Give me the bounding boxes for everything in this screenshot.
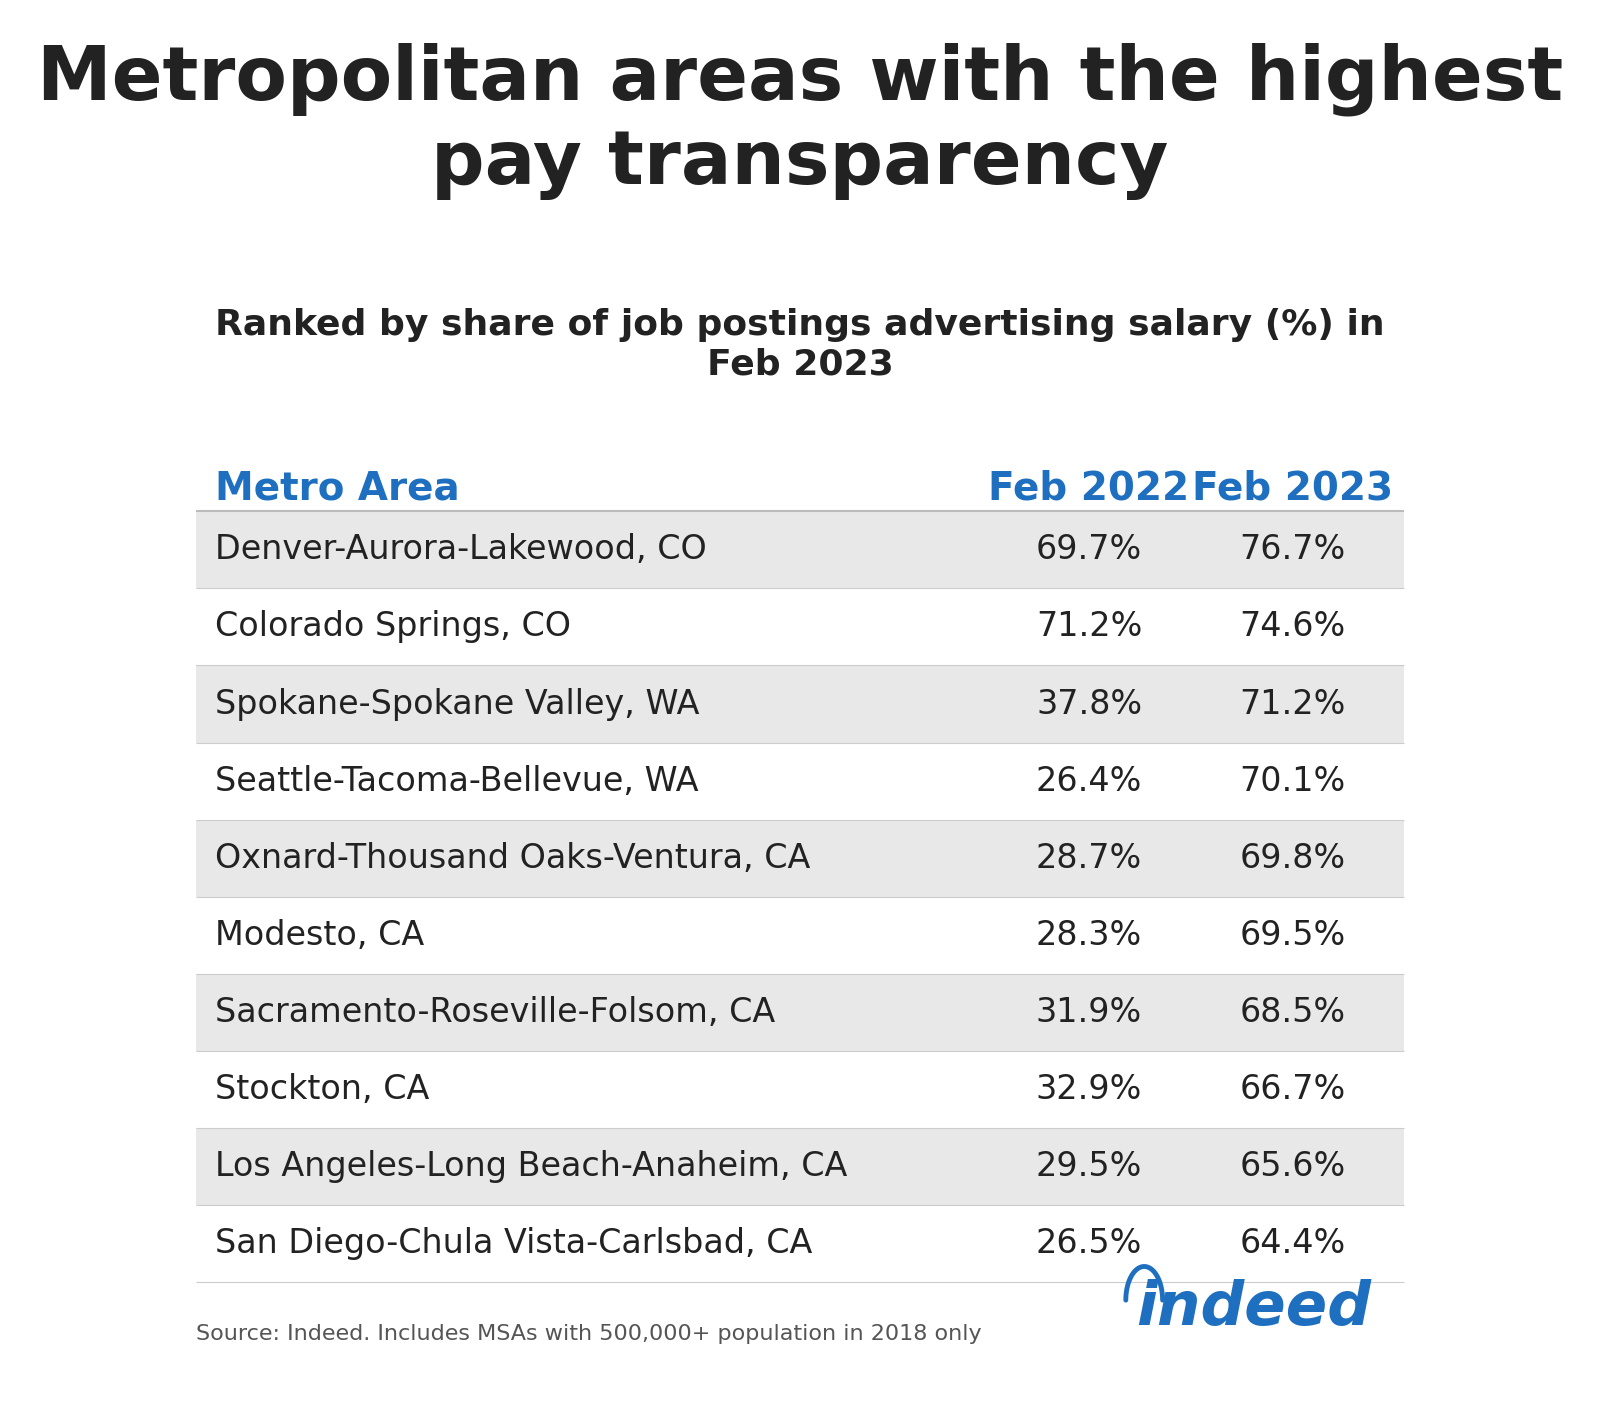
Text: 31.9%: 31.9% [1035,996,1142,1028]
Text: 29.5%: 29.5% [1035,1150,1142,1182]
FancyBboxPatch shape [195,665,1405,743]
Text: 71.2%: 71.2% [1035,611,1142,643]
Text: 64.4%: 64.4% [1240,1227,1346,1259]
Text: 69.5%: 69.5% [1240,919,1346,951]
Text: 70.1%: 70.1% [1240,765,1346,797]
FancyBboxPatch shape [195,1128,1405,1205]
Text: 26.5%: 26.5% [1035,1227,1142,1259]
Text: 76.7%: 76.7% [1240,534,1346,566]
Text: 28.3%: 28.3% [1035,919,1142,951]
Text: Seattle-Tacoma-Bellevue, WA: Seattle-Tacoma-Bellevue, WA [216,765,699,797]
Text: indeed: indeed [1136,1279,1371,1338]
Text: Denver-Aurora-Lakewood, CO: Denver-Aurora-Lakewood, CO [216,534,707,566]
Text: 37.8%: 37.8% [1035,688,1142,720]
Text: Spokane-Spokane Valley, WA: Spokane-Spokane Valley, WA [216,688,699,720]
Text: Los Angeles-Long Beach-Anaheim, CA: Los Angeles-Long Beach-Anaheim, CA [216,1150,848,1182]
Text: 65.6%: 65.6% [1240,1150,1346,1182]
Text: Metro Area: Metro Area [216,469,461,507]
Text: 69.8%: 69.8% [1240,842,1346,874]
Text: 69.7%: 69.7% [1035,534,1142,566]
Text: Colorado Springs, CO: Colorado Springs, CO [216,611,571,643]
Text: San Diego-Chula Vista-Carlsbad, CA: San Diego-Chula Vista-Carlsbad, CA [216,1227,813,1259]
FancyBboxPatch shape [195,820,1405,897]
Text: Sacramento-Roseville-Folsom, CA: Sacramento-Roseville-Folsom, CA [216,996,776,1028]
FancyBboxPatch shape [195,511,1405,588]
Text: Feb 2022: Feb 2022 [989,469,1189,507]
Text: 74.6%: 74.6% [1240,611,1346,643]
Text: Stockton, CA: Stockton, CA [216,1073,430,1105]
FancyBboxPatch shape [195,974,1405,1051]
Text: Source: Indeed. Includes MSAs with 500,000+ population in 2018 only: Source: Indeed. Includes MSAs with 500,0… [195,1324,981,1344]
Text: Modesto, CA: Modesto, CA [216,919,424,951]
Text: Ranked by share of job postings advertising salary (%) in
Feb 2023: Ranked by share of job postings advertis… [214,308,1386,381]
Text: 68.5%: 68.5% [1240,996,1346,1028]
Text: 26.4%: 26.4% [1035,765,1142,797]
Text: 66.7%: 66.7% [1240,1073,1346,1105]
Text: 28.7%: 28.7% [1035,842,1142,874]
Text: Metropolitan areas with the highest
pay transparency: Metropolitan areas with the highest pay … [37,42,1563,200]
Text: 71.2%: 71.2% [1240,688,1346,720]
Text: 32.9%: 32.9% [1035,1073,1142,1105]
Text: Oxnard-Thousand Oaks-Ventura, CA: Oxnard-Thousand Oaks-Ventura, CA [216,842,811,874]
Text: Feb 2023: Feb 2023 [1192,469,1394,507]
